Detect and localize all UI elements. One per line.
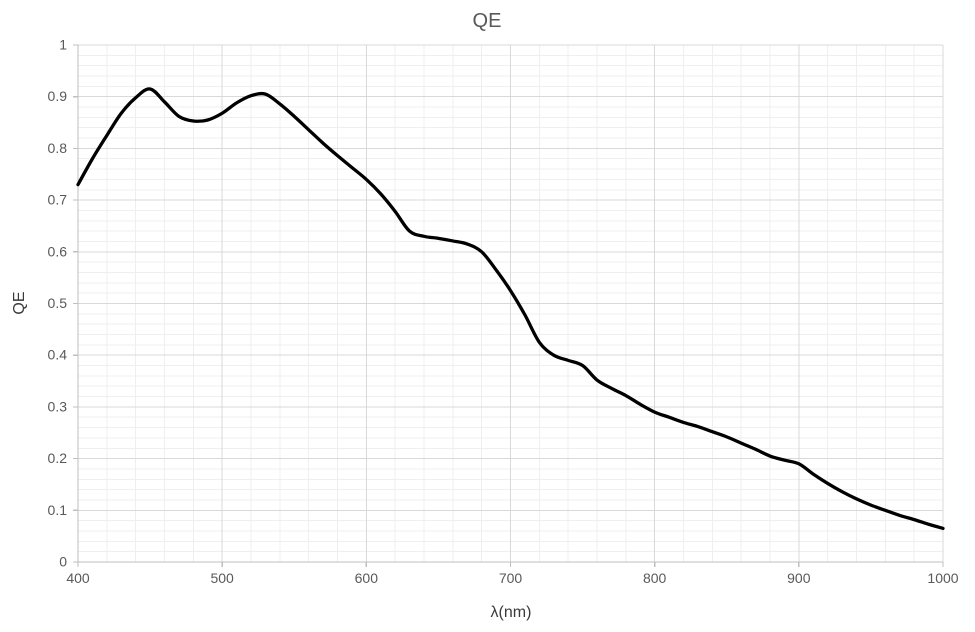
y-tick-label: 0 <box>59 554 67 570</box>
x-tick-label: 500 <box>210 570 234 586</box>
x-tick-label: 900 <box>787 570 811 586</box>
y-tick-label: 0.1 <box>48 502 68 518</box>
y-tick-label: 0.3 <box>48 398 68 414</box>
y-tick-label: 0.4 <box>48 347 68 363</box>
chart-title: QE <box>473 10 502 32</box>
y-tick-label: 0.9 <box>48 88 68 104</box>
y-tick-label: 0.2 <box>48 450 68 466</box>
y-tick-label: 0.5 <box>48 295 68 311</box>
y-axis-title: QE <box>11 291 28 314</box>
y-tick-label: 1 <box>59 37 67 53</box>
x-tick-label: 400 <box>66 570 90 586</box>
y-tick-label: 0.7 <box>48 192 68 208</box>
x-tick-label: 600 <box>355 570 379 586</box>
x-tick-label: 800 <box>643 570 667 586</box>
x-tick-label: 700 <box>499 570 523 586</box>
x-axis-title: λ(nm) <box>491 604 532 621</box>
major-gridlines <box>78 44 944 562</box>
qe-curve <box>76 87 945 531</box>
tick-labels: 0 0.1 0.2 0.3 0.4 0.5 0.6 0.7 0.8 0.9 1 400 500 600 70… <box>48 37 959 587</box>
y-tick-label: 0.8 <box>48 140 68 156</box>
x-tick-label: 1000 <box>927 570 958 586</box>
y-tick-label: 0.6 <box>48 243 68 259</box>
tick-marks <box>73 44 944 567</box>
